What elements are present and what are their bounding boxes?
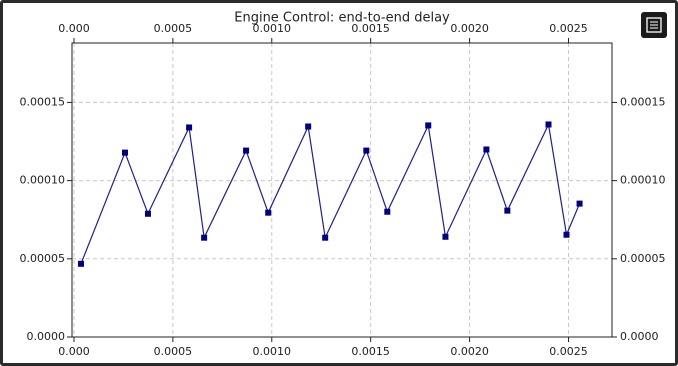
x-tick-label: 0.0015 (351, 345, 390, 358)
point (504, 207, 511, 214)
point (563, 231, 570, 238)
x-tick-label: 0.0005 (154, 345, 193, 358)
point (186, 124, 193, 131)
point (425, 122, 432, 129)
x-tick-label-top: 0.000 (58, 22, 90, 35)
x-tick-label-top: 0.0025 (549, 22, 588, 35)
point (77, 260, 84, 267)
point (265, 209, 272, 216)
y-tick-label-right: 0.00010 (620, 174, 666, 187)
point (442, 233, 449, 240)
y-tick-label: 0.00010 (20, 174, 66, 187)
y-tick-label-right: 0.00015 (620, 95, 666, 108)
x-tick-label: 0.000 (58, 345, 90, 358)
chart-title: Engine Control: end-to-end delay (234, 11, 450, 26)
x-tick-label-top: 0.0010 (253, 22, 292, 35)
x-tick-label-top: 0.0015 (351, 22, 390, 35)
point (243, 147, 250, 154)
y-tick-label: 0.0000 (27, 330, 66, 343)
plot-area (72, 43, 612, 337)
point (122, 149, 129, 156)
plot-border (71, 42, 613, 338)
x-tick-label-top: 0.0020 (450, 22, 489, 35)
point (545, 121, 552, 128)
point (144, 210, 151, 217)
y-tick-label: 0.00005 (20, 252, 66, 265)
point (384, 208, 391, 215)
menu-button[interactable] (641, 12, 667, 38)
y-tick-label-right: 0.00005 (620, 252, 666, 265)
point (576, 200, 583, 207)
x-tick-label: 0.0010 (253, 345, 292, 358)
y-tick-label: 0.00015 (20, 95, 66, 108)
x-tick-label-top: 0.0005 (154, 22, 193, 35)
x-tick-label: 0.0020 (450, 345, 489, 358)
point (305, 123, 312, 130)
point (201, 234, 208, 241)
series-line (80, 122, 581, 265)
point (363, 147, 370, 154)
point (483, 146, 490, 153)
x-tick-label: 0.0025 (549, 345, 588, 358)
point (322, 234, 329, 241)
y-tick-label-right: 0.0000 (620, 330, 659, 343)
